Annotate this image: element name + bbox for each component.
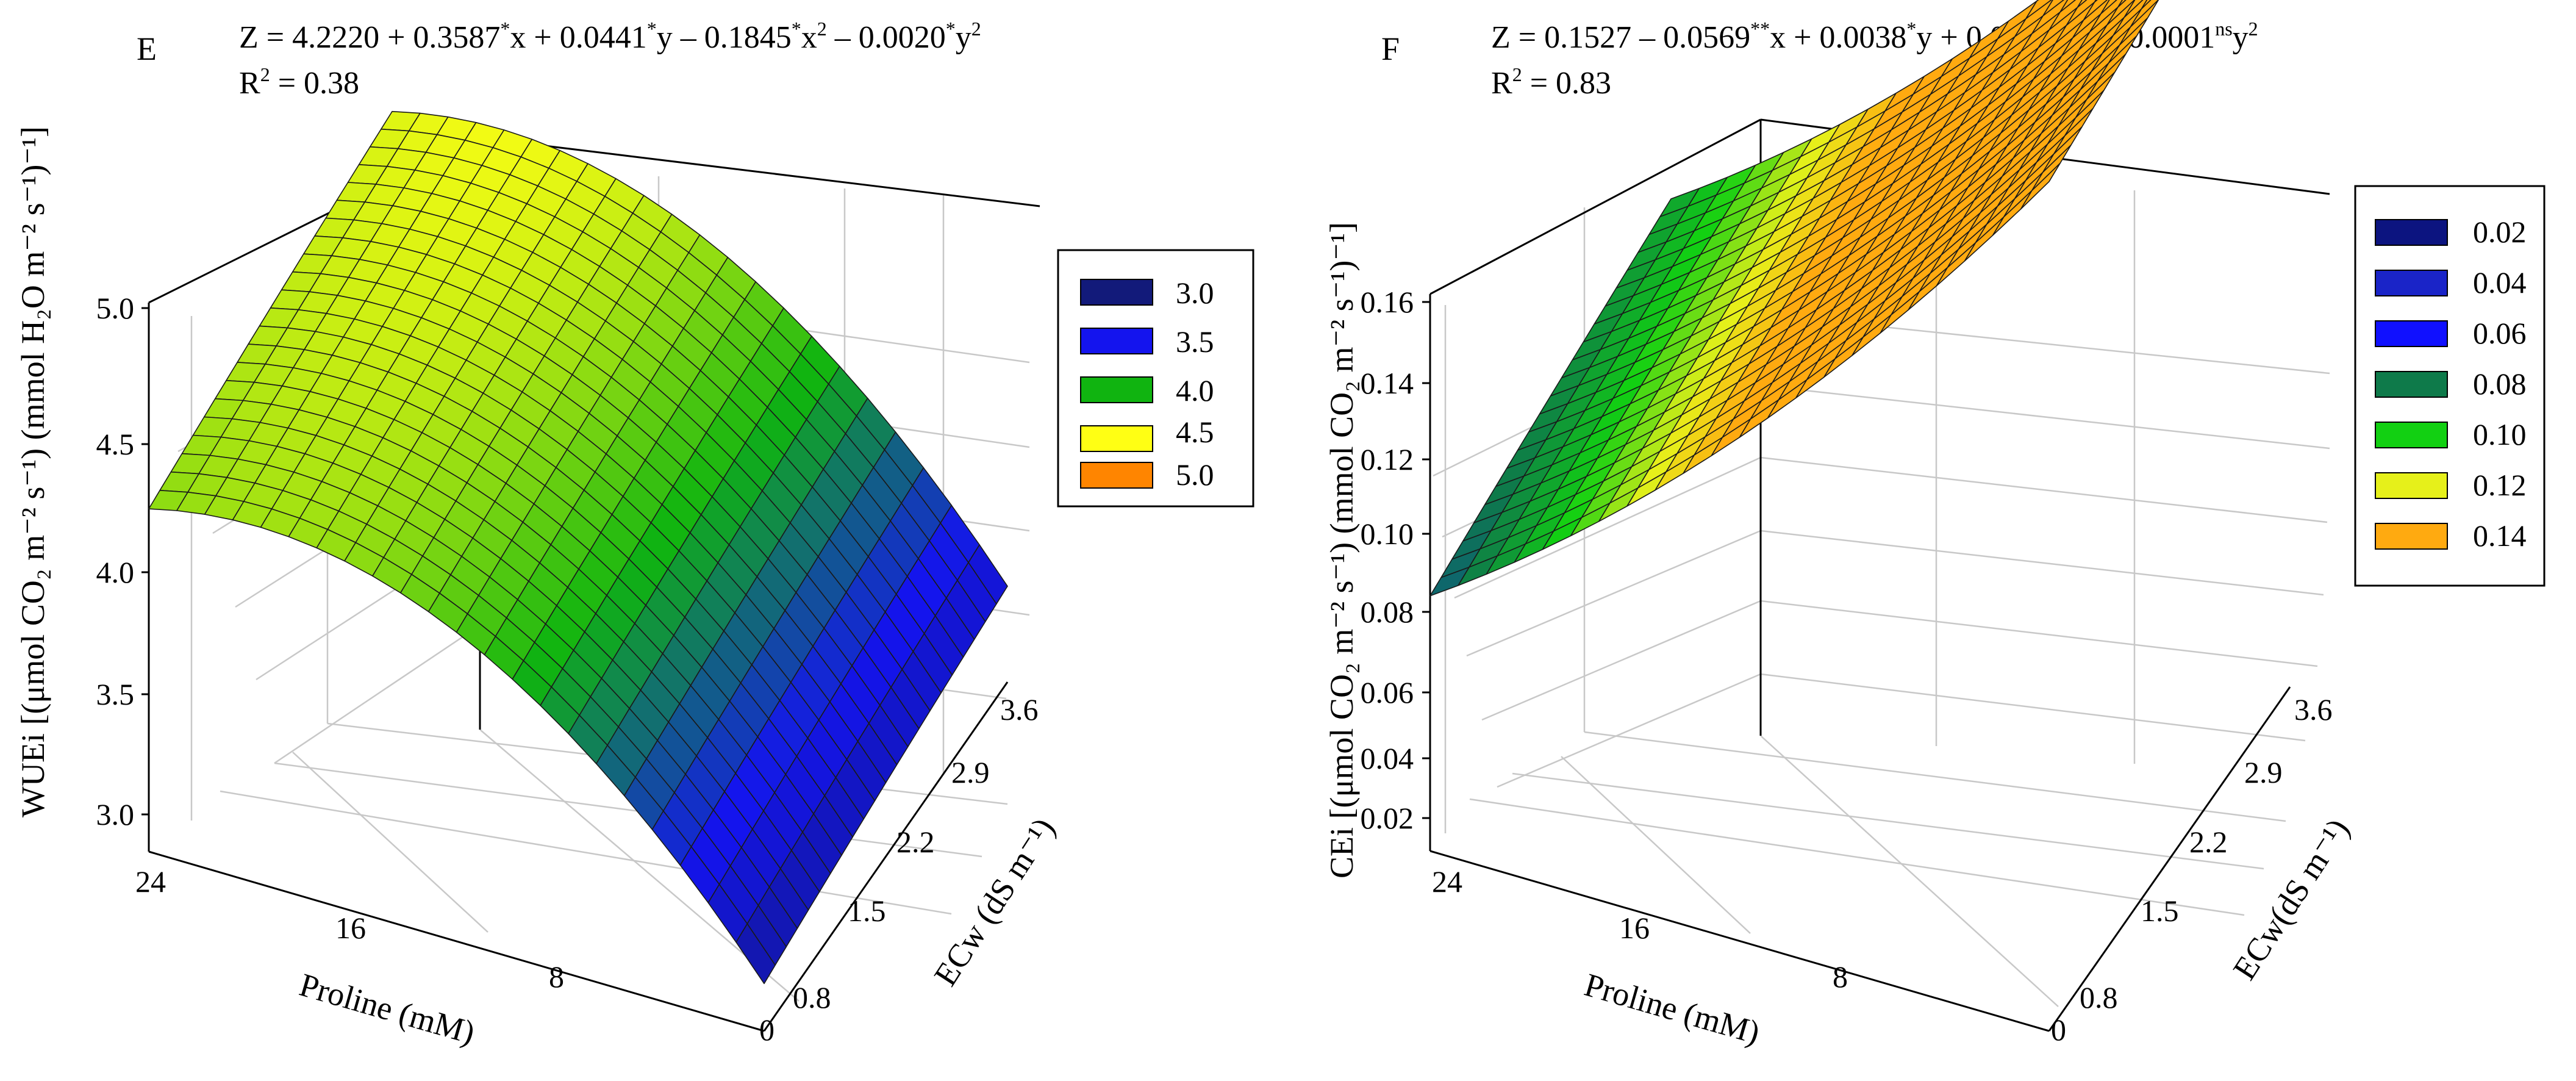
panel-f-legend-label: 0.06 — [2473, 316, 2527, 350]
panel-f-y-tick: 3.6 — [2294, 692, 2333, 727]
panel-f-legend-swatch — [2375, 422, 2448, 448]
panel-f-x-tick: 8 — [1833, 960, 1848, 994]
panel-f-z-tick: 0.16 — [1361, 285, 1414, 319]
panel-f-legend-swatch — [2375, 371, 2448, 398]
panel-f-x-title: Proline (mM) — [1581, 966, 1764, 1051]
panel-e-z-tick: 5.0 — [96, 291, 135, 325]
panel-f-x-tick: 0 — [2051, 1013, 2066, 1047]
panel-e-x-tick: 16 — [335, 911, 366, 945]
panel-e-x-axis: 24 16 8 0 — [135, 864, 775, 1047]
panel-f-x-axis: 24 16 8 0 — [1432, 864, 2066, 1047]
panel-f-legend-label: 0.02 — [2473, 215, 2527, 249]
panel-f-y-tick: 1.5 — [2141, 894, 2179, 928]
panel-f-x-tick: 16 — [1619, 911, 1650, 945]
panel-f-z-tick: 0.04 — [1361, 741, 1414, 775]
panel-f-r2: R2 = 0.83 — [1491, 63, 1611, 101]
panel-f-legend: 0.02 0.04 0.06 0.08 0.10 0.12 0.14 — [2354, 185, 2546, 587]
panel-f-legend-swatch — [2375, 523, 2448, 550]
panel-f-y-tick: 2.9 — [2244, 755, 2283, 789]
panel-e-legend-label: 4.5 — [1176, 415, 1214, 449]
panel-e-legend-swatch — [1080, 376, 1153, 403]
panel-e-equation: Z = 4.2220 + 0.3587*x + 0.0441*y – 0.184… — [239, 18, 981, 55]
panel-e-y-tick: 3.6 — [1000, 692, 1039, 727]
panel-e-z-tick: 3.5 — [96, 677, 135, 711]
panel-e-legend-label: 3.5 — [1176, 325, 1214, 359]
panel-f-legend-swatch — [2375, 320, 2448, 347]
panel-e-legend-swatch — [1080, 279, 1153, 306]
panel-e-y-tick: 1.5 — [848, 894, 886, 928]
panel-f-z-tick: 0.08 — [1361, 595, 1414, 629]
panel-e-z-tick: 4.5 — [96, 427, 135, 461]
panel-f-legend-swatch — [2375, 219, 2448, 246]
panel-e: E Z = 4.2220 + 0.3587*x + 0.0441*y – 0.1… — [15, 18, 1254, 1051]
panel-e-legend-label: 3.0 — [1176, 276, 1214, 310]
panel-e-x-tick: 8 — [549, 960, 564, 994]
panel-e-z-tick: 3.0 — [96, 797, 135, 831]
panel-f-y-tick: 2.2 — [2189, 825, 2228, 859]
panel-e-x-title: Proline (mM) — [296, 966, 479, 1051]
panel-f-z-title: CEi [(μmol CO₂ m⁻² s⁻¹) (mmol CO₂ m⁻² s⁻… — [1323, 222, 1360, 878]
panel-f-legend-label: 0.14 — [2473, 519, 2527, 553]
panel-f-legend-swatch — [2375, 270, 2448, 296]
panel-e-z-title: WUEi [(μmol CO₂ m⁻² s⁻¹) (mmol H₂O m⁻² s… — [15, 126, 51, 817]
panel-f-y-title: ECw(dS m⁻¹) — [2226, 812, 2356, 986]
panel-e-z-tick: 4.0 — [96, 555, 135, 589]
panel-f-legend-label: 0.08 — [2473, 367, 2527, 401]
panel-f-z-tick: 0.10 — [1361, 517, 1414, 551]
panel-e-y-tick: 2.2 — [896, 825, 935, 859]
panel-e-legend: 3.0 3.5 4.0 4.5 5.0 — [1057, 249, 1254, 508]
panel-f-legend-label: 0.10 — [2473, 417, 2527, 451]
panel-e-letter: E — [137, 31, 157, 67]
panel-e-r2: R2 = 0.38 — [239, 63, 359, 101]
panel-e-legend-label: 5.0 — [1176, 458, 1214, 492]
panel-e-surface — [148, 110, 1008, 985]
panel-e-legend-swatch — [1080, 425, 1153, 452]
panel-f-surface — [1429, 0, 2159, 597]
panel-e-y-title: ECw (dS m⁻¹) — [927, 811, 1062, 993]
panel-f-z-tick: 0.14 — [1361, 366, 1414, 400]
panel-f-z-tick: 0.02 — [1361, 801, 1414, 835]
surface-cell — [2020, 162, 2061, 210]
surface-cell — [735, 923, 776, 985]
panel-f-z-tick: 0.06 — [1361, 675, 1414, 709]
panel-f-legend-label: 0.12 — [2473, 468, 2527, 502]
panel-e-legend-swatch — [1080, 462, 1153, 489]
panel-e-z-axis: 3.0 3.5 4.0 4.5 5.0 — [96, 291, 149, 831]
panel-e-legend-swatch — [1080, 328, 1153, 354]
panel-e-y-tick: 0.8 — [793, 980, 831, 1015]
panel-f-y-axis: 0.8 1.5 2.2 2.9 3.6 — [2080, 692, 2333, 1015]
panel-f-x-tick: 24 — [1432, 864, 1462, 899]
panel-f-letter: F — [1381, 31, 1400, 67]
panel-f-legend-label: 0.04 — [2473, 265, 2527, 300]
panel-e-legend-label: 4.0 — [1176, 373, 1214, 408]
panel-f-y-tick: 0.8 — [2080, 980, 2118, 1015]
panel-f: F Z = 0.1527 – 0.0569**x + 0.0038*y + 0.… — [1323, 0, 2546, 1051]
panel-e-x-tick: 0 — [759, 1013, 775, 1047]
panel-f-z-tick: 0.12 — [1361, 442, 1414, 476]
panel-f-legend-swatch — [2375, 472, 2448, 499]
panel-f-z-axis: 0.02 0.04 0.06 0.08 0.10 0.12 0.14 0.16 — [1361, 285, 1430, 835]
panel-e-y-axis: 0.8 1.5 2.2 2.9 3.6 — [793, 692, 1039, 1015]
panel-e-y-tick: 2.9 — [951, 755, 990, 789]
panel-e-x-tick: 24 — [135, 864, 166, 899]
